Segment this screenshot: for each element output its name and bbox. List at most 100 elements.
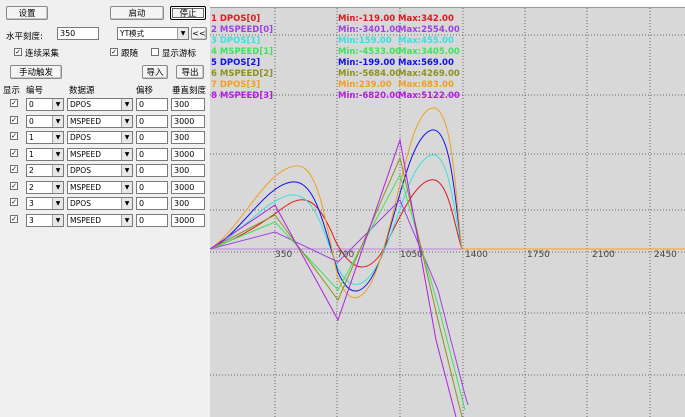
source-value: MSPEED — [70, 116, 102, 126]
vscale-input[interactable]: 300 — [171, 197, 205, 210]
number-select[interactable]: 3 ▼ — [26, 213, 64, 227]
stop-button[interactable]: 停止 — [170, 6, 206, 20]
vscale-input[interactable]: 3000 — [171, 180, 205, 194]
offset-input[interactable]: 0 — [136, 147, 168, 161]
table-row: ✓ 1 ▼ MSPEED ▼ 0 3000 — [0, 146, 210, 162]
horizontal-scale-input[interactable]: 350 — [57, 27, 99, 40]
series-line — [210, 154, 685, 285]
source-select[interactable]: DPOS ▼ — [67, 197, 133, 210]
show-checkbox[interactable]: ✓ — [10, 148, 18, 157]
chevron-down-icon: ▼ — [121, 214, 132, 226]
horizontal-scrollbar[interactable] — [210, 0, 685, 8]
offset-input[interactable]: 0 — [136, 114, 168, 128]
cursor-checkbox[interactable] — [151, 48, 159, 56]
legend-series-min: Min:-4533.00 — [338, 47, 402, 57]
horizontal-scale-label: 水平刻度: — [6, 32, 43, 42]
show-checkbox[interactable]: ✓ — [10, 181, 18, 190]
show-checkbox[interactable]: ✓ — [10, 214, 18, 223]
chevron-down-icon: ▼ — [52, 181, 63, 193]
offset-input[interactable]: 0 — [136, 180, 168, 194]
x-tick-label: 2450 — [654, 250, 677, 260]
vscale-input[interactable]: 300 — [171, 164, 205, 177]
source-value: DPOS — [70, 133, 91, 142]
source-select[interactable]: DPOS ▼ — [67, 164, 133, 177]
legend-series-min: Min:-119.00 — [338, 14, 396, 24]
series-line — [210, 129, 685, 292]
show-checkbox[interactable]: ✓ — [10, 198, 18, 206]
start-button[interactable]: 启动 — [110, 6, 164, 20]
legend-series-max: Max:4269.00 — [398, 69, 460, 79]
vscale-input[interactable]: 300 — [171, 131, 205, 144]
legend-series-min: Min:-199.00 — [338, 58, 396, 68]
chevron-down-icon: ▼ — [121, 132, 132, 143]
offset-input[interactable]: 0 — [136, 98, 168, 111]
source-value: MSPEED — [70, 182, 102, 192]
source-select[interactable]: MSPEED ▼ — [67, 213, 133, 227]
continuous-checkbox[interactable]: ✓ — [14, 48, 22, 56]
x-tick-label: 700 — [337, 250, 355, 260]
table-row: ✓ 1 ▼ DPOS ▼ 0 300 — [0, 129, 210, 145]
source-select[interactable]: DPOS ▼ — [67, 131, 133, 144]
mode-select[interactable]: YT模式 ▼ — [117, 27, 189, 40]
legend-series-name: 1 DPOS[0] — [211, 14, 261, 24]
number-value: 3 — [29, 215, 34, 225]
vscale-input[interactable]: 3000 — [171, 114, 205, 128]
x-tick-label: 2100 — [592, 250, 615, 260]
legend-series-name: 8 MSPEED[3] — [211, 91, 274, 101]
series-line — [210, 199, 469, 406]
series-line — [210, 138, 457, 417]
chevron-down-icon: ▼ — [52, 148, 63, 160]
source-select[interactable]: MSPEED ▼ — [67, 180, 133, 194]
number-select[interactable]: 0 ▼ — [26, 114, 64, 128]
export-button[interactable]: 导出 — [176, 65, 204, 79]
vscale-input[interactable]: 3000 — [171, 213, 205, 227]
source-select[interactable]: MSPEED ▼ — [67, 114, 133, 128]
legend-series-min: Min:239.00 — [338, 80, 392, 90]
offset-input[interactable]: 0 — [136, 213, 168, 227]
follow-label: 跟随 — [121, 49, 139, 59]
vscale-input[interactable]: 3000 — [171, 147, 205, 161]
header-offset: 偏移 — [136, 86, 154, 96]
source-select[interactable]: MSPEED ▼ — [67, 147, 133, 161]
offset-input[interactable]: 0 — [136, 197, 168, 210]
mode-select-value: YT模式 — [120, 29, 145, 38]
series-line — [210, 179, 685, 268]
import-button[interactable]: 导入 — [142, 65, 168, 79]
source-value: DPOS — [70, 166, 91, 175]
settings-button[interactable]: 设置 — [6, 6, 48, 20]
offset-input[interactable]: 0 — [136, 164, 168, 177]
legend-series-name: 4 MSPEED[1] — [211, 47, 274, 57]
continuous-label: 连续采集 — [25, 49, 60, 59]
follow-checkbox[interactable]: ✓ — [110, 48, 118, 56]
table-row: ✓ 0 ▼ MSPEED ▼ 0 3000 — [0, 113, 210, 129]
collapse-button[interactable]: << — [191, 27, 207, 40]
source-select[interactable]: DPOS ▼ — [67, 98, 133, 111]
table-row: ✓ 3 ▼ MSPEED ▼ 0 3000 — [0, 212, 210, 228]
x-tick-label: 1750 — [527, 250, 550, 260]
number-select[interactable]: 1 ▼ — [26, 147, 64, 161]
number-select[interactable]: 0 ▼ — [26, 98, 64, 111]
legend-series-min: Min:-5684.00 — [338, 69, 402, 79]
number-select[interactable]: 2 ▼ — [26, 180, 64, 194]
vscale-input[interactable]: 300 — [171, 98, 205, 111]
legend-series-name: 2 MSPEED[0] — [211, 25, 274, 35]
manual-trigger-button[interactable]: 手动触发 — [10, 65, 62, 79]
chevron-down-icon: ▼ — [121, 115, 132, 127]
show-checkbox[interactable]: ✓ — [10, 165, 18, 173]
show-checkbox[interactable]: ✓ — [10, 132, 18, 140]
legend-series-name: 3 DPOS[1] — [211, 36, 261, 46]
x-tick-label: 350 — [275, 250, 293, 260]
number-value: 1 — [29, 133, 34, 142]
number-select[interactable]: 3 ▼ — [26, 197, 64, 210]
number-select[interactable]: 2 ▼ — [26, 164, 64, 177]
offset-input[interactable]: 0 — [136, 131, 168, 144]
number-select[interactable]: 1 ▼ — [26, 131, 64, 144]
oscilloscope-chart[interactable] — [210, 0, 685, 417]
legend-series-min: Min:-3401.00 — [338, 25, 402, 35]
show-checkbox[interactable]: ✓ — [10, 115, 18, 124]
legend-series-max: Max:683.00 — [398, 80, 454, 90]
source-value: MSPEED — [70, 149, 102, 159]
chevron-down-icon: ▼ — [52, 198, 63, 209]
show-checkbox[interactable]: ✓ — [10, 99, 18, 107]
table-row: ✓ 3 ▼ DPOS ▼ 0 300 — [0, 195, 210, 211]
